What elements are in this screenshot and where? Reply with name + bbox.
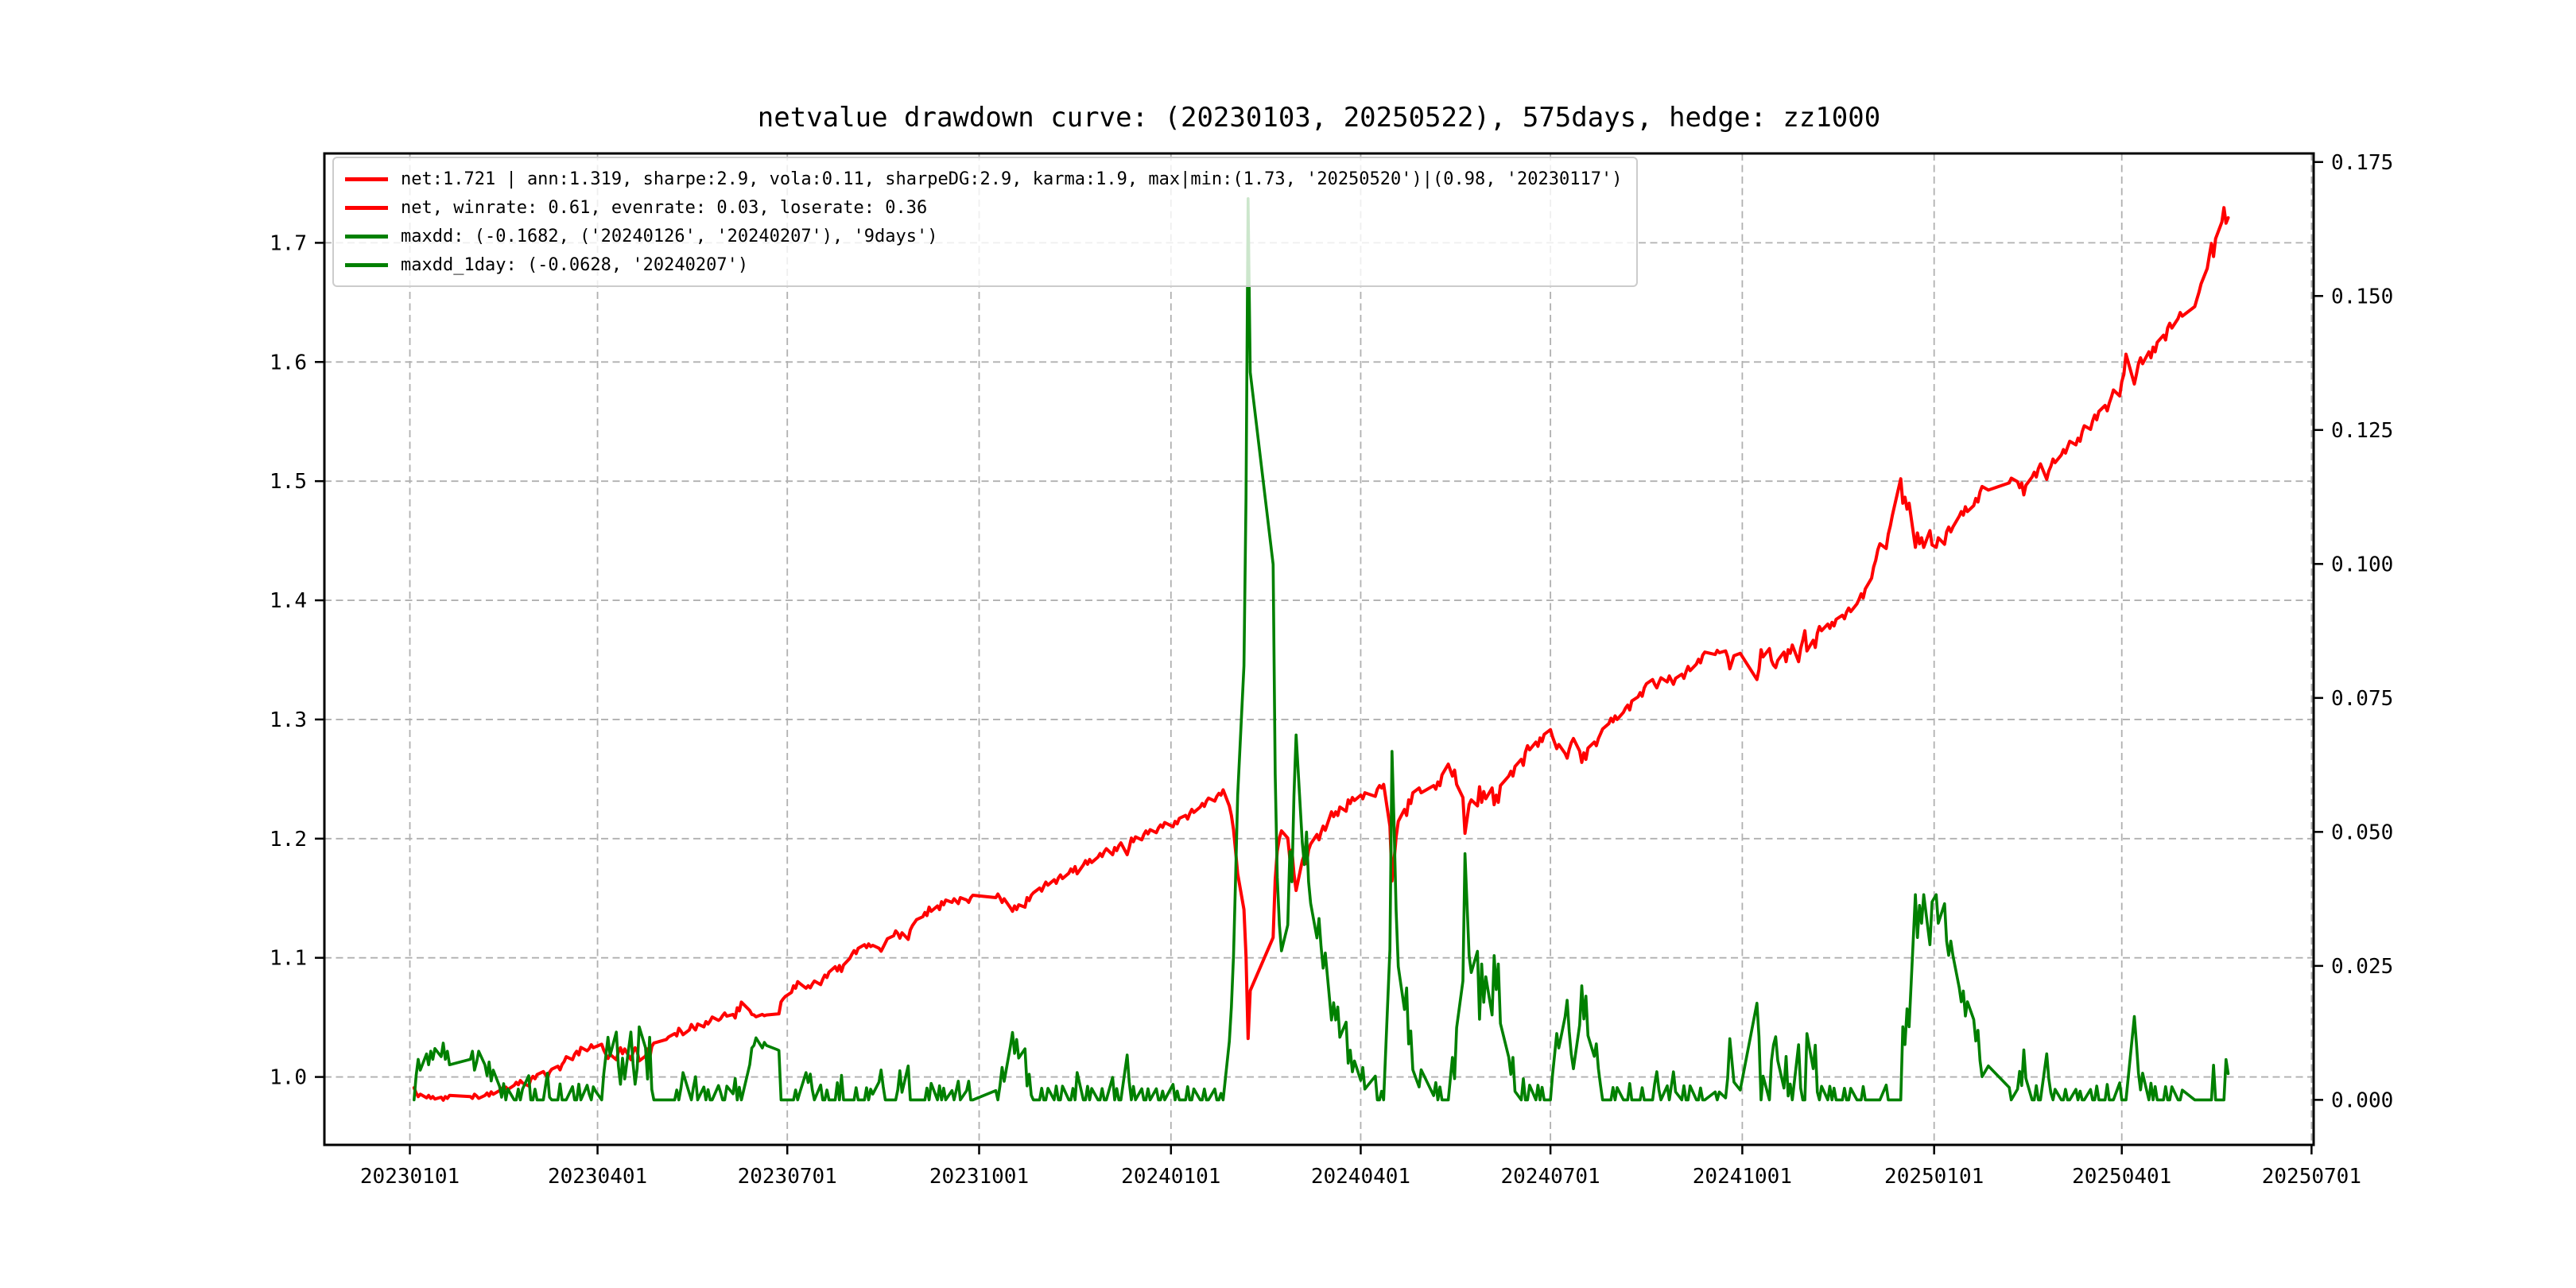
chart-title: netvalue drawdown curve: (20230103, 2025… [757, 102, 1881, 134]
legend-swatch [345, 234, 388, 239]
legend-label: net, winrate: 0.61, evenrate: 0.03, lose… [401, 197, 928, 218]
x-tick-label: 20230101 [360, 1165, 460, 1189]
legend-swatch [345, 205, 388, 210]
legend-label: net:1.721 | ann:1.319, sharpe:2.9, vola:… [401, 169, 1623, 189]
x-tick-label: 20250101 [1884, 1165, 1984, 1189]
y-right-tick-label: 0.100 [2331, 553, 2393, 576]
y-right-tick-label: 0.125 [2331, 419, 2393, 443]
y-right-tick-label: 0.025 [2331, 955, 2393, 979]
y-left-tick-label: 1.3 [270, 708, 307, 732]
x-tick-label: 20250701 [2262, 1165, 2361, 1189]
drawdown-curve [413, 197, 2230, 1102]
y-left-tick-label: 1.6 [270, 351, 307, 374]
y-right-tick-label: 0.150 [2331, 285, 2393, 308]
x-tick-label: 20250401 [2072, 1165, 2171, 1189]
y-right-tick-label: 0.175 [2331, 151, 2393, 175]
y-right-tick-label: 0.050 [2331, 821, 2393, 844]
x-tick-label: 20230401 [548, 1165, 647, 1189]
y-right-tick-label: 0.000 [2331, 1088, 2393, 1112]
legend-entry-0: net:1.721 | ann:1.319, sharpe:2.9, vola:… [345, 165, 1622, 193]
y-left-tick-label: 1.2 [270, 828, 307, 852]
legend-swatch [345, 177, 388, 181]
legend-box: net:1.721 | ann:1.319, sharpe:2.9, vola:… [332, 157, 1639, 287]
legend-label: maxdd: (-0.1682, ('20240126', '20240207'… [401, 226, 938, 246]
x-tick-label: 20230701 [738, 1165, 837, 1189]
net-curve [412, 206, 2230, 1102]
x-tick-label: 20240401 [1311, 1165, 1410, 1189]
x-tick-label: 20240701 [1500, 1165, 1600, 1189]
legend-swatch [345, 262, 388, 267]
y-left-tick-label: 1.7 [270, 231, 307, 255]
y-left-tick-label: 1.1 [270, 947, 307, 971]
x-tick-label: 20231001 [929, 1165, 1029, 1189]
plot-frame [323, 152, 2315, 1146]
legend-entry-2: maxdd: (-0.1682, ('20240126', '20240207'… [345, 222, 1622, 250]
y-left-tick-label: 1.5 [270, 470, 307, 494]
legend-label: maxdd_1day: (-0.0628, '20240207') [401, 254, 749, 275]
x-tick-label: 20241001 [1693, 1165, 1792, 1189]
y-left-tick-label: 1.0 [270, 1066, 307, 1090]
y-right-tick-label: 0.075 [2331, 687, 2393, 711]
y-left-tick-label: 1.4 [270, 589, 307, 613]
legend-entry-1: net, winrate: 0.61, evenrate: 0.03, lose… [345, 193, 1622, 222]
x-tick-label: 20240101 [1121, 1165, 1220, 1189]
legend-entry-3: maxdd_1day: (-0.0628, '20240207') [345, 250, 1622, 279]
